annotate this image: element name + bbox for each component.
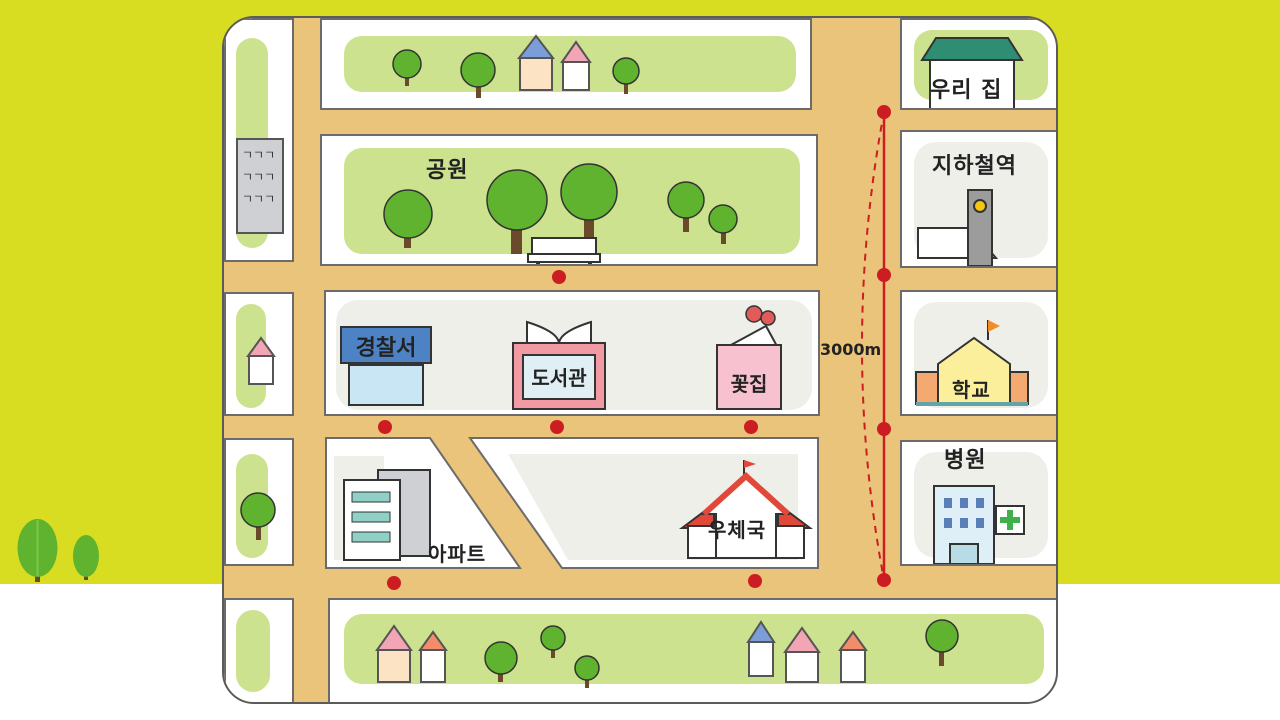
library-label: 도서관 (531, 366, 587, 390)
house-icon (560, 40, 592, 91)
block-home: 우리 집 (900, 18, 1056, 110)
house-icon (516, 34, 556, 91)
apartment-building-icon[interactable] (342, 466, 438, 562)
post-office-icon[interactable] (678, 458, 814, 564)
subway-block: 지하철역 (900, 130, 1056, 268)
block-bottom-houses (328, 598, 1056, 702)
police-sign (340, 326, 432, 364)
office-building-icon: ㄱㄱㄱ ㄱㄱㄱ ㄱㄱㄱ (236, 138, 284, 234)
block-mid-left (224, 292, 294, 416)
post-office-label[interactable]: 우체국 (708, 518, 767, 542)
hospital-icon (933, 485, 1025, 564)
house-icon (246, 336, 276, 385)
tree-icon (925, 619, 959, 666)
house-icon (418, 630, 448, 683)
tree-icon (667, 181, 705, 232)
house-icon (746, 620, 776, 677)
route-marker[interactable] (552, 270, 566, 284)
block-top-left: ㄱㄱㄱ ㄱㄱㄱ ㄱㄱㄱ (224, 18, 294, 262)
route-marker[interactable] (387, 576, 401, 590)
subway-station-icon (917, 189, 999, 266)
apartment-label[interactable]: 아파트 (428, 542, 487, 566)
bench-icon (527, 237, 601, 264)
tree-icon (383, 189, 433, 248)
hospital-label[interactable]: 병원 (944, 448, 987, 473)
police-station[interactable]: 경찰서 (340, 326, 432, 408)
tree-icon (708, 204, 738, 244)
home-label[interactable]: 우리 집 (930, 78, 1003, 103)
tree-icon (560, 163, 618, 250)
tree-icon (540, 625, 566, 658)
library[interactable]: 도서관 (512, 320, 606, 410)
distance-label: 3000m (820, 340, 882, 359)
route-line (861, 111, 886, 581)
tree-icon (484, 641, 518, 682)
tree-icon (574, 655, 600, 688)
route-marker[interactable] (748, 574, 762, 588)
hospital-block: 병원 (900, 440, 1056, 566)
tree-icon (612, 57, 640, 94)
route-marker[interactable] (744, 420, 758, 434)
town-map: ㄱㄱㄱ ㄱㄱㄱ ㄱㄱㄱ 우리 집 공원 지하철역 (222, 16, 1058, 704)
block-bottom-left (224, 598, 294, 702)
school-block: 학교 (900, 290, 1056, 416)
flower-shop-label: 꽃집 (730, 372, 768, 396)
route-marker[interactable] (877, 573, 891, 587)
subway-label[interactable]: 지하철역 (932, 154, 1017, 179)
flower-icon (745, 305, 776, 326)
tree-icon (240, 492, 276, 540)
school-label[interactable]: 학교 (952, 378, 991, 402)
tree-icon (392, 49, 422, 86)
route-marker[interactable] (877, 105, 891, 119)
route-marker[interactable] (877, 422, 891, 436)
park-block: 공원 (320, 134, 818, 266)
block-row4-left (224, 438, 294, 566)
route-marker[interactable] (877, 268, 891, 282)
police-label: 경찰서 (355, 336, 417, 361)
tree-icon (17, 519, 99, 582)
flower-shop[interactable]: 꽃집 (716, 304, 786, 410)
house-icon (838, 630, 868, 683)
house-icon (375, 624, 413, 683)
tree-icon (486, 169, 548, 254)
block-top-houses (320, 18, 812, 110)
school-icon (915, 320, 1029, 406)
house-icon (783, 626, 821, 683)
park-label[interactable]: 공원 (426, 158, 469, 183)
route-marker[interactable] (378, 420, 392, 434)
home-icon (920, 37, 1024, 108)
route-marker[interactable] (550, 420, 564, 434)
civic-block: 경찰서 도서관 꽃집 (324, 290, 820, 416)
tree-icon (460, 52, 496, 98)
